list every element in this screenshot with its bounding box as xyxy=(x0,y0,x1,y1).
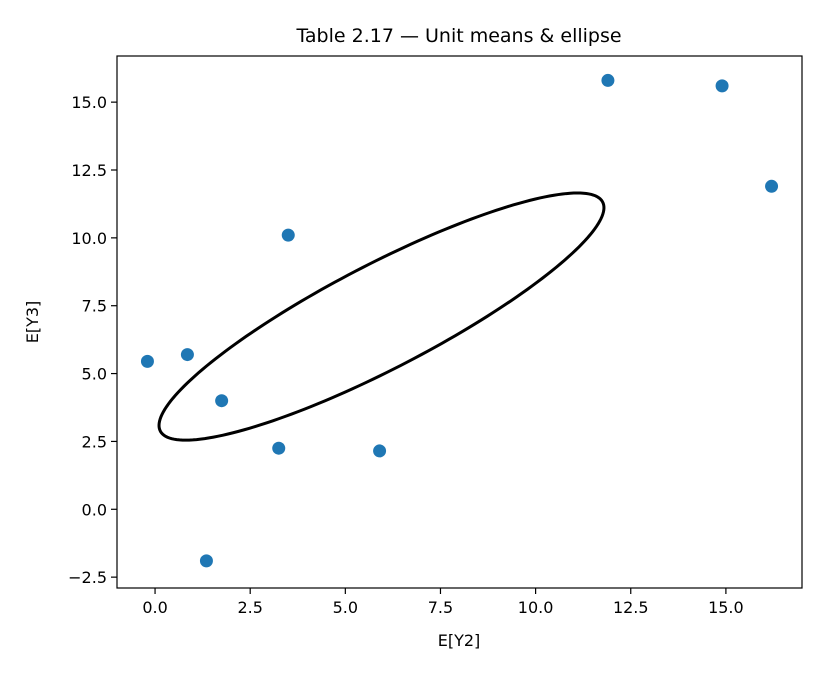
data-point-6 xyxy=(281,228,295,242)
data-point-5 xyxy=(272,441,286,455)
x-axis-label: E[Y2] xyxy=(438,631,481,650)
y-axis: −2.5 0.0 2.5 5.0 7.5 10.0 12.5 15.0 xyxy=(68,93,117,587)
x-tick-label: 12.5 xyxy=(613,598,649,617)
data-point-1 xyxy=(140,354,154,368)
y-tick-label: 5.0 xyxy=(82,365,107,384)
data-point-2 xyxy=(180,348,194,362)
x-tick-label: 7.5 xyxy=(428,598,453,617)
data-point-3 xyxy=(215,394,229,408)
x-axis: 0.0 2.5 5.0 7.5 10.0 12.5 15.0 xyxy=(142,588,744,617)
data-point-4 xyxy=(199,554,213,568)
y-tick-label: −2.5 xyxy=(68,568,107,587)
x-tick-label: 15.0 xyxy=(708,598,744,617)
x-tick-label: 2.5 xyxy=(237,598,262,617)
data-point-9 xyxy=(715,79,729,93)
y-tick-label: 12.5 xyxy=(71,161,107,180)
data-point-8 xyxy=(601,73,615,87)
x-tick-label: 0.0 xyxy=(142,598,167,617)
x-tick-label: 5.0 xyxy=(333,598,358,617)
data-point-7 xyxy=(373,444,387,458)
y-tick-label: 7.5 xyxy=(82,297,107,316)
plot-content xyxy=(140,73,779,568)
y-tick-label: 2.5 xyxy=(82,432,107,451)
confidence-ellipse xyxy=(157,191,606,442)
x-tick-label: 10.0 xyxy=(518,598,554,617)
chart-title: Table 2.17 — Unit means & ellipse xyxy=(295,25,621,47)
plot-frame xyxy=(116,55,803,589)
y-tick-label: 10.0 xyxy=(71,229,107,248)
y-tick-label: 0.0 xyxy=(82,500,107,519)
data-point-10 xyxy=(765,179,779,193)
plot-area xyxy=(116,55,803,589)
y-axis-label: E[Y3] xyxy=(23,301,42,344)
y-tick-label: 15.0 xyxy=(71,93,107,112)
